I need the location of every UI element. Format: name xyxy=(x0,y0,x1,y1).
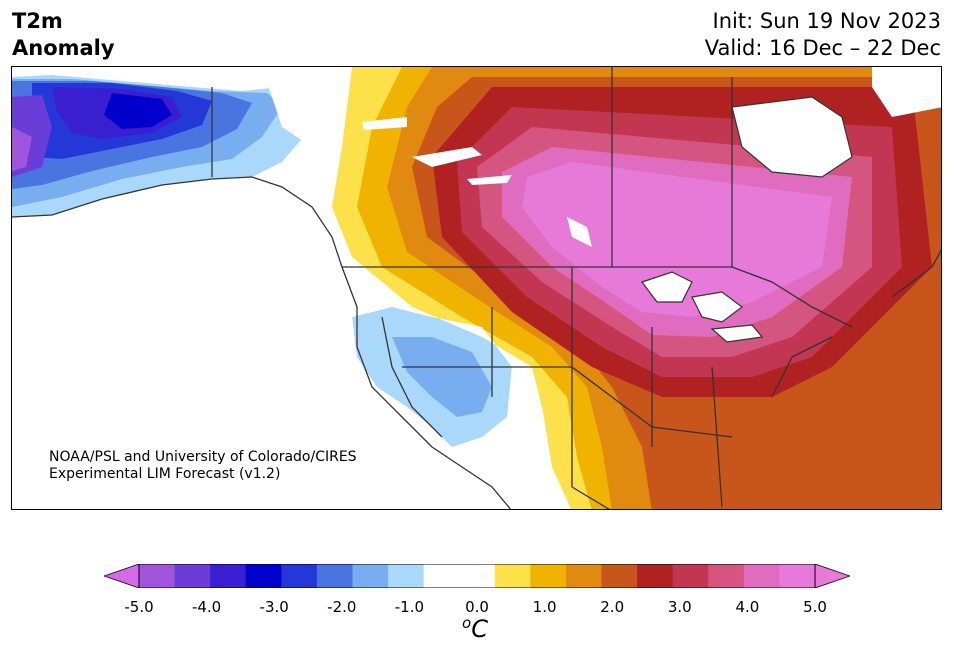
colorbar-segment xyxy=(494,564,531,588)
colorbar-tick-label: 5.0 xyxy=(803,598,827,616)
colorbar-tick-label: 1.0 xyxy=(532,598,557,616)
colorbar-tick-label: -2.0 xyxy=(327,598,357,616)
anomaly-map: NOAA/PSL and University of Colorado/CIRE… xyxy=(11,66,942,510)
colorbar-segment xyxy=(708,564,745,588)
init-date: Init: Sun 19 Nov 2023 xyxy=(712,9,941,33)
great-lakes xyxy=(641,271,764,343)
data-credit: NOAA/PSL and University of Colorado/CIRE… xyxy=(49,449,357,483)
forecast-dates: Init: Sun 19 Nov 2023 Valid: 16 Dec – 22… xyxy=(705,8,941,62)
colorbar-segment xyxy=(352,564,389,588)
colorbar-segment xyxy=(245,564,282,588)
colorbar-segment xyxy=(316,564,353,588)
valid-date: Valid: 16 Dec – 22 Dec xyxy=(704,36,941,60)
colorbar-tick-label: -1.0 xyxy=(394,598,425,616)
colorbar-under-arrow xyxy=(104,564,140,588)
colorbar-segment xyxy=(779,564,816,588)
title-line-2: Anomaly xyxy=(12,36,115,60)
colorbar-segment xyxy=(672,564,709,588)
colorbar-tick-label: -3.0 xyxy=(259,598,289,616)
colorbar-over-arrow xyxy=(814,564,850,588)
hudson-bay xyxy=(731,96,853,178)
colorbar-tick-label: 3.0 xyxy=(667,598,692,616)
credit-line-1: NOAA/PSL and University of Colorado/CIRE… xyxy=(49,449,357,465)
colorbar-segment xyxy=(139,564,176,588)
colorbar-segment xyxy=(174,564,211,588)
colorbar-unit: oC xyxy=(462,614,488,643)
colorbar-segment xyxy=(388,564,425,588)
colorbar-segment xyxy=(601,564,638,588)
colorbar-segment xyxy=(281,564,318,588)
colorbar-segment xyxy=(459,564,496,588)
map-title: T2m Anomaly xyxy=(12,8,115,62)
map-canvas xyxy=(12,67,941,509)
colorbar-segment xyxy=(743,564,780,588)
colorbar-tick-label: 4.0 xyxy=(735,598,760,616)
canadian-lakes xyxy=(362,117,592,247)
colorbar-tick-label: -4.0 xyxy=(191,598,222,616)
boundaries xyxy=(12,67,941,509)
colorbar xyxy=(104,564,850,588)
colorbar-segment xyxy=(565,564,603,588)
colorbar-segment xyxy=(210,564,247,588)
colorbar-segment xyxy=(637,564,674,588)
colorbar-tick-label: -5.0 xyxy=(124,598,154,616)
colorbar-segment xyxy=(530,564,567,588)
colorbar-tick-label: 2.0 xyxy=(600,598,625,616)
colorbar-tick-label: 0.0 xyxy=(465,598,489,616)
title-line-1: T2m xyxy=(12,9,63,33)
colorbar-segment xyxy=(423,564,460,588)
credit-line-2: Experimental LIM Forecast (v1.2) xyxy=(49,466,281,482)
warmest-core xyxy=(522,162,832,317)
